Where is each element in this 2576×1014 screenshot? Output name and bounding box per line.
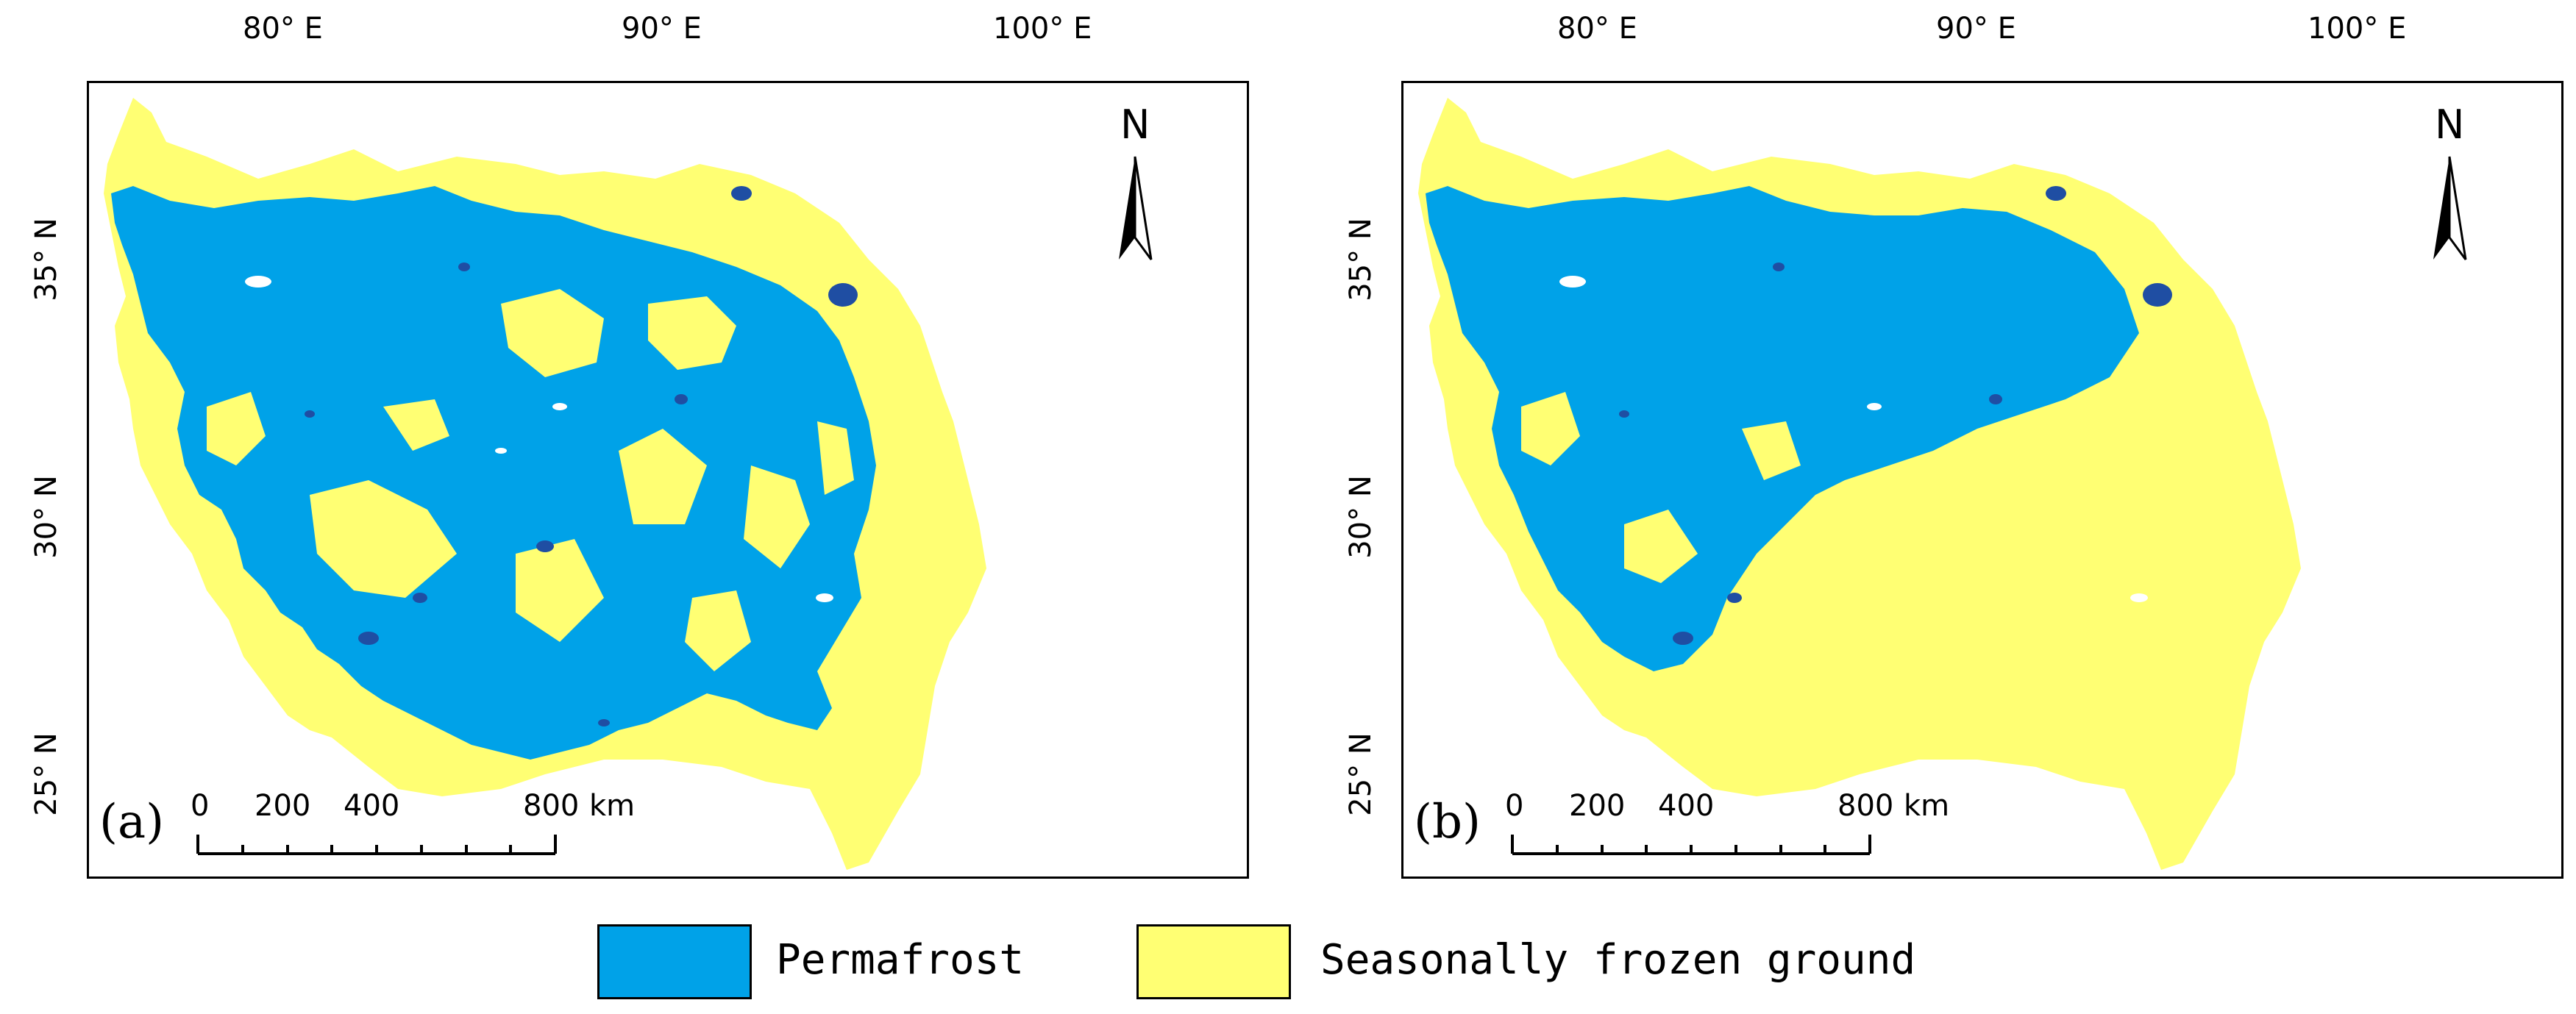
north-arrow-icon	[1119, 156, 1153, 260]
lat-label-35: 35° N	[29, 218, 63, 301]
scale-unit: km	[1904, 789, 1950, 823]
map-panel-a: N (a) 0 200 400 800 km	[87, 81, 1249, 879]
scale-bar	[196, 835, 557, 855]
north-label: N	[1120, 101, 1150, 148]
lat-label-35-b: 35° N	[1343, 218, 1378, 301]
lon-label-90-b: 90° E	[1936, 12, 2016, 46]
lon-label-100: 100° E	[993, 12, 1092, 46]
scale-label-400: 400	[1658, 789, 1715, 823]
scale-label-200: 200	[255, 789, 311, 823]
lat-label-30-b: 30° N	[1343, 475, 1378, 559]
map-panel-b: N (b) 0 200 400 800 km	[1401, 81, 2563, 879]
lon-label-100-b: 100° E	[2308, 12, 2407, 46]
north-arrow-icon	[2433, 156, 2467, 260]
map-a-svg	[104, 98, 1153, 870]
lon-label-80-b: 80° E	[1557, 12, 1637, 46]
map-b-svg	[1418, 98, 2467, 870]
scale-label-400: 400	[344, 789, 400, 823]
lon-label-90: 90° E	[622, 12, 702, 46]
scale-bar	[1511, 835, 1871, 855]
legend-swatch-seasonal	[1136, 924, 1291, 999]
lat-label-25: 25° N	[29, 732, 63, 816]
scale-unit: km	[589, 789, 636, 823]
legend-label-permafrost: Permafrost	[776, 936, 1025, 984]
panel-letter-a: (a)	[99, 795, 165, 849]
lat-label-30: 30° N	[29, 475, 63, 559]
panel-letter-b: (b)	[1414, 795, 1481, 849]
legend-swatch-permafrost	[597, 924, 752, 999]
north-label: N	[2435, 101, 2465, 148]
lat-label-25-b: 25° N	[1343, 732, 1378, 816]
scale-label-0: 0	[191, 789, 210, 823]
scale-label-200: 200	[1569, 789, 1626, 823]
lon-label-80: 80° E	[243, 12, 323, 46]
scale-label-800: 800	[1837, 789, 1894, 823]
scale-label-800: 800	[523, 789, 580, 823]
legend-label-seasonal: Seasonally frozen ground	[1320, 936, 1916, 984]
scale-label-0: 0	[1505, 789, 1524, 823]
